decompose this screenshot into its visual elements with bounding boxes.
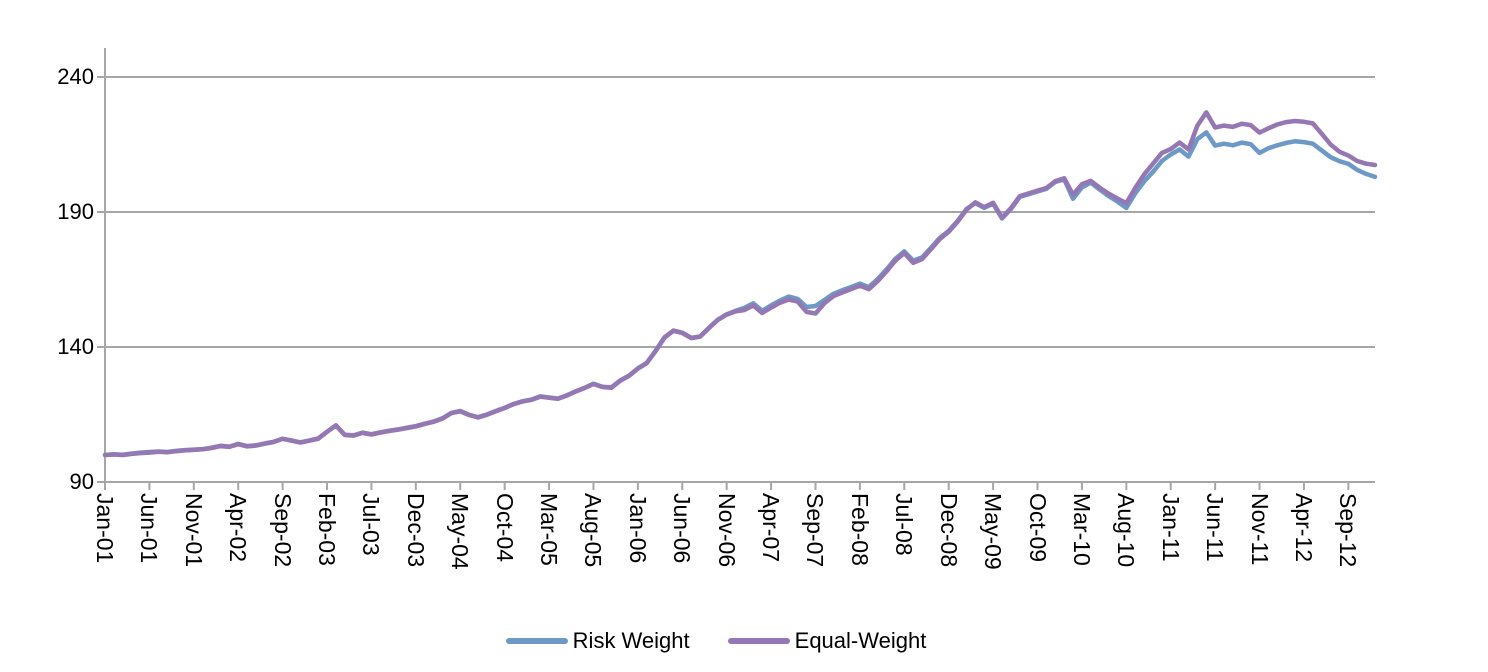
x-axis-tick-label: Mar-05	[536, 493, 563, 566]
legend: Risk Weight Equal-Weight	[0, 626, 1460, 656]
legend-swatch-risk-weight-icon	[505, 638, 568, 644]
x-axis-tick-label: May-04	[447, 493, 474, 570]
legend-item-risk-weight: Risk Weight	[505, 628, 690, 654]
y-axis-tick-label: 240	[57, 64, 94, 89]
legend-label-equal-weight: Equal-Weight	[794, 628, 927, 653]
legend-item-equal-weight: Equal-Weight	[727, 628, 927, 654]
y-axis-tick-label: 90	[69, 469, 94, 494]
x-axis-tick-label: Aug-05	[580, 493, 607, 568]
x-axis-tick-label: Nov-11	[1246, 493, 1273, 566]
x-axis-tick-label: May-09	[980, 493, 1007, 570]
x-axis-tick-label: Jan-06	[624, 493, 651, 564]
x-axis-tick-label: Feb-03	[314, 493, 341, 566]
x-axis-tick-label: Sep-07	[802, 493, 829, 568]
x-axis-tick-label: Jun-11	[1202, 493, 1229, 562]
legend-label-risk-weight: Risk Weight	[572, 628, 690, 653]
x-axis-tick-label: Oct-09	[1024, 493, 1051, 563]
x-axis-tick-label: Jun-06	[669, 493, 696, 564]
x-axis-tick-label: Jan-11	[1157, 493, 1184, 562]
x-axis-tick-label: Dec-03	[402, 493, 429, 568]
x-axis-tick-label: Nov-06	[713, 493, 740, 568]
x-axis-tick-label: Aug-10	[1113, 493, 1140, 568]
x-axis-tick-label: Dec-08	[935, 493, 962, 568]
x-axis-tick-label: Apr-07	[758, 493, 785, 563]
y-axis-tick-label: 190	[57, 199, 94, 224]
x-axis-tick-label: Sep-12	[1335, 493, 1362, 568]
x-axis-tick-label: Jul-08	[891, 493, 918, 556]
x-axis-tick-label: Jul-03	[358, 493, 385, 556]
x-axis-tick-label: Nov-01	[180, 493, 207, 568]
x-axis-tick-label: Sep-02	[269, 493, 296, 568]
x-axis-tick-label: Feb-08	[846, 493, 873, 566]
x-axis-tick-label: Apr-12	[1290, 493, 1317, 563]
equal-weight-line	[102, 110, 1378, 458]
x-axis-tick-label: Jun-01	[136, 493, 163, 564]
y-axis-tick-label: 140	[57, 334, 94, 359]
x-axis-tick-label: Jan-01	[92, 493, 118, 564]
legend-swatch-equal-weight-icon	[727, 638, 790, 644]
x-axis-tick-label: Mar-10	[1068, 493, 1095, 566]
x-axis-tick-label: Oct-04	[491, 493, 518, 563]
risk-weight-line	[102, 130, 1378, 458]
x-axis-tick-label: Apr-02	[225, 493, 252, 563]
